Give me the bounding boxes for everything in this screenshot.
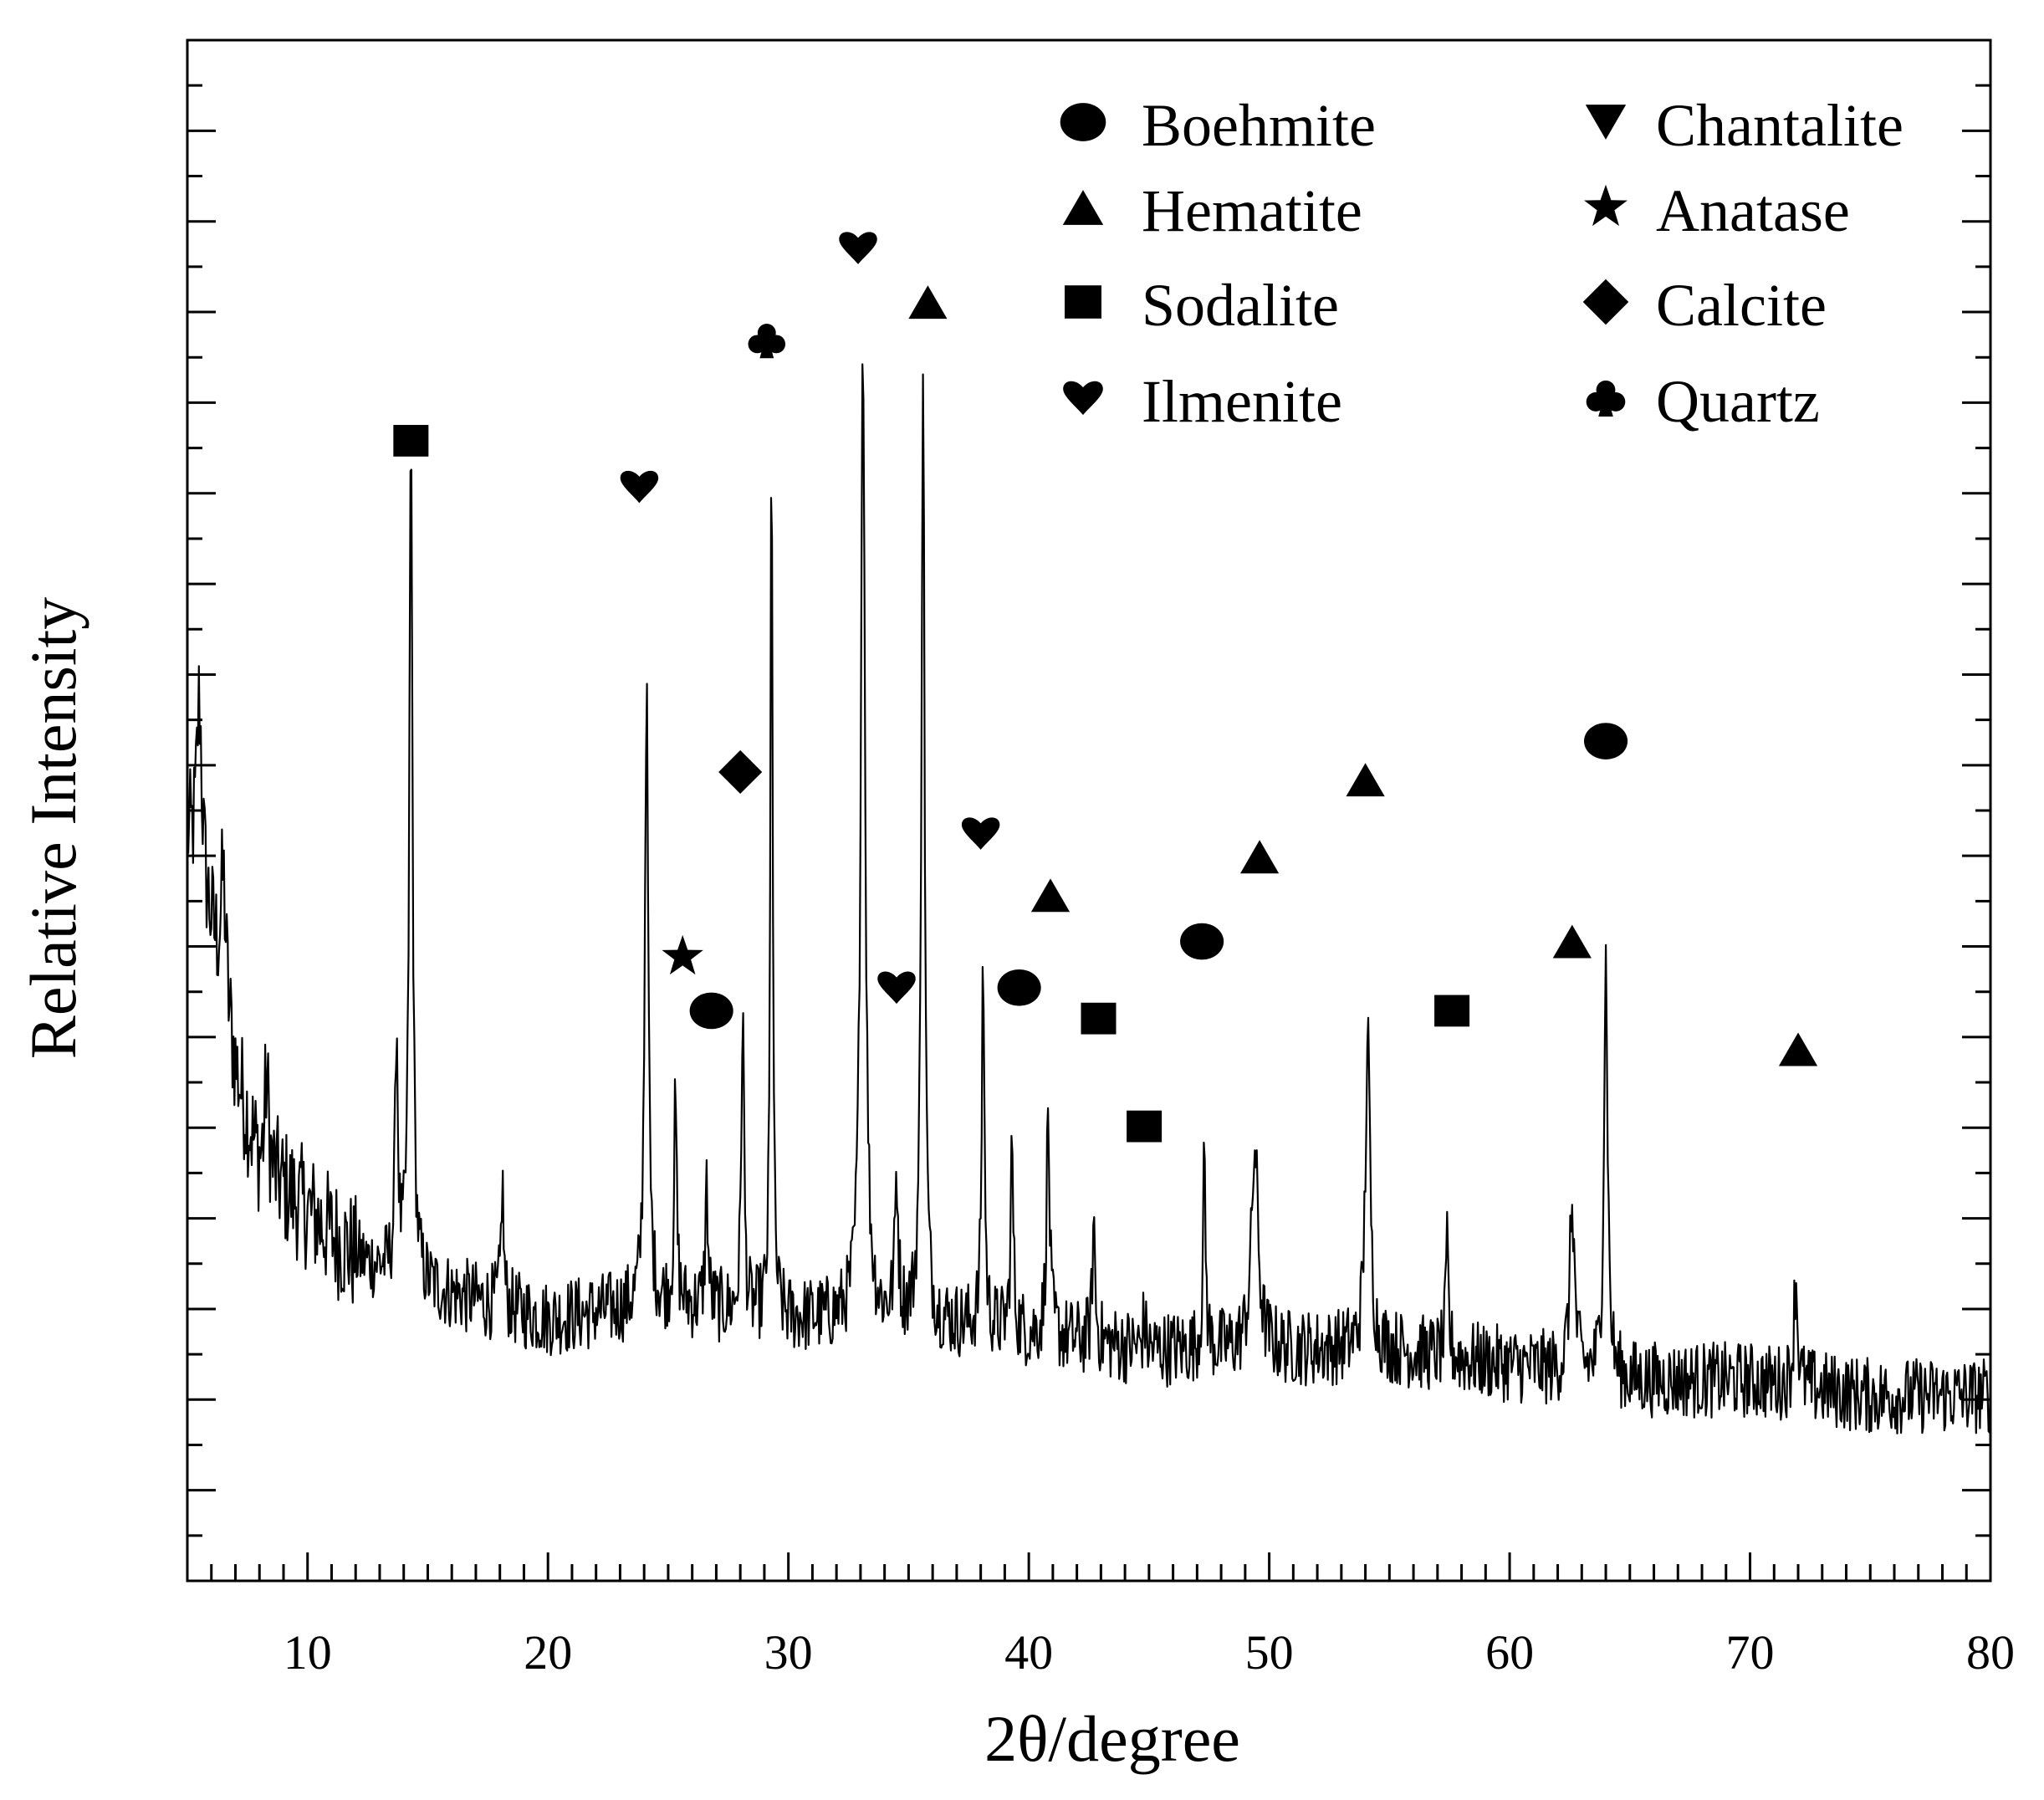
x-tick-label: 60 bbox=[1485, 1625, 1534, 1680]
star-legend-icon bbox=[1584, 184, 1628, 227]
triangle-down-legend-icon bbox=[1585, 105, 1627, 140]
star-marker-icon bbox=[662, 934, 703, 975]
triangle-up-marker-icon bbox=[1240, 840, 1280, 874]
legend: Boehmite Chantalite Hematite Anatase Sodalit… bbox=[1060, 92, 1903, 435]
phase-markers bbox=[393, 232, 1818, 1143]
square-marker-icon bbox=[1127, 1110, 1163, 1143]
x-tick-label: 50 bbox=[1245, 1625, 1294, 1680]
x-tick-label: 20 bbox=[524, 1625, 572, 1680]
legend-label: Quartz bbox=[1656, 368, 1820, 435]
circle-marker-icon bbox=[689, 992, 733, 1030]
legend-label: Boehmite bbox=[1142, 92, 1376, 159]
legend-label: Chantalite bbox=[1656, 92, 1903, 159]
triangle-up-marker-icon bbox=[908, 285, 948, 320]
x-axis-title: 2θ/degree bbox=[984, 1702, 1240, 1775]
square-legend-icon bbox=[1065, 285, 1101, 319]
x-tick-label: 70 bbox=[1726, 1625, 1775, 1680]
legend-label: Anatase bbox=[1656, 177, 1850, 244]
legend-label: Sodalite bbox=[1142, 272, 1339, 339]
triangle-up-legend-icon bbox=[1062, 190, 1104, 225]
heart-marker-icon bbox=[839, 232, 877, 264]
axis-ticks bbox=[187, 84, 1992, 1581]
x-tick-label: 40 bbox=[1004, 1625, 1053, 1680]
x-tick-labels: 10 20 30 40 50 60 70 80 bbox=[284, 1625, 2015, 1680]
x-tick-label: 80 bbox=[1966, 1625, 2015, 1680]
square-marker-icon bbox=[1081, 1002, 1117, 1035]
triangle-up-marker-icon bbox=[1030, 878, 1071, 913]
heart-marker-icon bbox=[620, 470, 659, 504]
legend-label: Hematite bbox=[1142, 177, 1362, 244]
x-tick-label: 10 bbox=[284, 1625, 332, 1680]
legend-label: Calcite bbox=[1656, 272, 1827, 339]
triangle-up-marker-icon bbox=[1778, 1032, 1818, 1066]
square-marker-icon bbox=[1434, 995, 1470, 1027]
heart-marker-icon bbox=[961, 817, 1000, 850]
circle-legend-icon bbox=[1060, 103, 1106, 141]
diamond-marker-icon bbox=[718, 749, 763, 794]
heart-marker-icon bbox=[877, 971, 916, 1005]
club-legend-icon bbox=[1586, 380, 1626, 417]
triangle-up-marker-icon bbox=[1552, 924, 1592, 959]
diamond-legend-icon bbox=[1582, 279, 1629, 325]
square-marker-icon bbox=[393, 425, 429, 457]
circle-marker-icon bbox=[997, 969, 1041, 1006]
x-tick-label: 30 bbox=[764, 1625, 813, 1680]
heart-legend-icon bbox=[1063, 381, 1103, 416]
club-marker-icon bbox=[748, 324, 786, 359]
circle-marker-icon bbox=[1180, 923, 1224, 960]
circle-marker-icon bbox=[1584, 723, 1628, 759]
legend-label: Ilmenite bbox=[1142, 368, 1342, 435]
triangle-up-marker-icon bbox=[1346, 763, 1385, 797]
y-axis-title: Relative Intensity bbox=[17, 597, 89, 1059]
xrd-pattern-line bbox=[187, 363, 1990, 1434]
